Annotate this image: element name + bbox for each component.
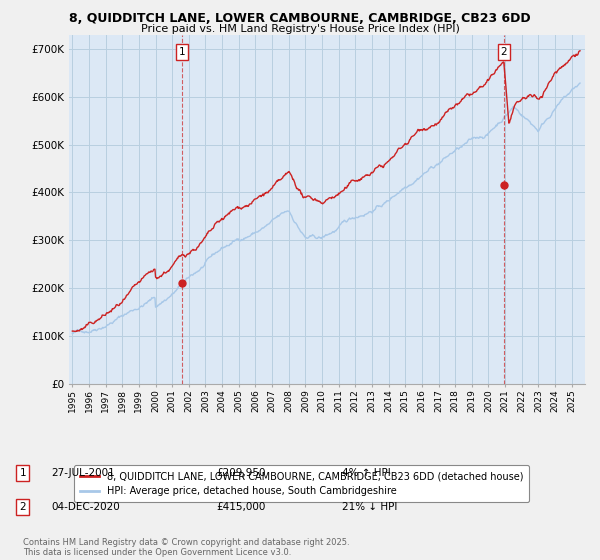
- Text: 4% ↑ HPI: 4% ↑ HPI: [342, 468, 391, 478]
- Text: 1: 1: [19, 468, 26, 478]
- Text: 2: 2: [19, 502, 26, 512]
- Text: 8, QUIDDITCH LANE, LOWER CAMBOURNE, CAMBRIDGE, CB23 6DD: 8, QUIDDITCH LANE, LOWER CAMBOURNE, CAMB…: [69, 12, 531, 25]
- Text: Price paid vs. HM Land Registry's House Price Index (HPI): Price paid vs. HM Land Registry's House …: [140, 24, 460, 34]
- Text: 21% ↓ HPI: 21% ↓ HPI: [342, 502, 397, 512]
- Text: £209,950: £209,950: [216, 468, 265, 478]
- Text: 27-JUL-2001: 27-JUL-2001: [51, 468, 115, 478]
- Text: 1: 1: [178, 47, 185, 57]
- Text: Contains HM Land Registry data © Crown copyright and database right 2025.
This d: Contains HM Land Registry data © Crown c…: [23, 538, 349, 557]
- Text: 2: 2: [500, 47, 507, 57]
- Text: 04-DEC-2020: 04-DEC-2020: [51, 502, 120, 512]
- Legend: 8, QUIDDITCH LANE, LOWER CAMBOURNE, CAMBRIDGE, CB23 6DD (detached house), HPI: A: 8, QUIDDITCH LANE, LOWER CAMBOURNE, CAMB…: [74, 465, 529, 502]
- Text: £415,000: £415,000: [216, 502, 265, 512]
